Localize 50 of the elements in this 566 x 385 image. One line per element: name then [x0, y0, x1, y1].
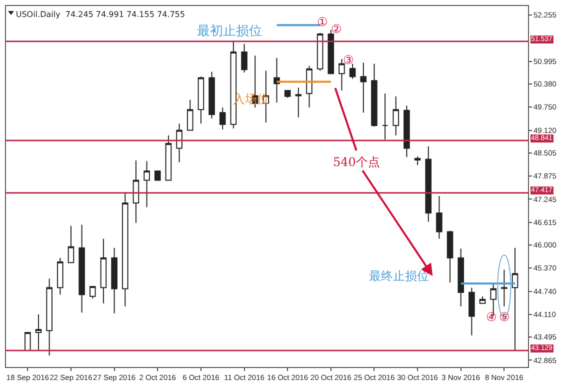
candlestick — [316, 32, 324, 72]
candlestick — [382, 92, 388, 140]
annotation: ⑤ — [499, 310, 510, 324]
candlestick — [219, 106, 226, 130]
candlestick — [425, 146, 432, 222]
candlestick — [176, 123, 182, 163]
candlestick — [468, 287, 475, 336]
candlestick — [144, 160, 150, 208]
candlestick — [198, 76, 204, 124]
candlestick — [89, 286, 96, 300]
candlestick — [122, 192, 128, 307]
annotation: ④ — [486, 310, 497, 324]
candlestick — [100, 238, 107, 304]
candlestick — [154, 170, 161, 181]
candlestick — [24, 332, 31, 351]
candlestick — [241, 43, 248, 74]
candlestick — [132, 160, 140, 224]
candlestick — [371, 63, 378, 128]
candlestick — [111, 247, 118, 314]
text: USOil.Daily 74.245 74.991 74.155 74.755 — [16, 10, 186, 19]
candlestick — [446, 230, 454, 283]
candlestick — [208, 71, 215, 119]
annotation: 最初止损位 — [197, 24, 262, 39]
candlestick — [338, 58, 345, 92]
candlestick — [186, 99, 194, 131]
candlestick — [458, 248, 464, 307]
candlestick — [404, 105, 410, 158]
annotation: 540个点 — [333, 155, 380, 169]
candlestick — [35, 314, 42, 351]
candlestick — [165, 134, 172, 181]
candlestick — [274, 57, 280, 104]
candlestick — [436, 196, 442, 240]
annotation: 最终止损位 — [369, 269, 429, 283]
annotation: ① — [317, 15, 328, 29]
candlestick — [68, 225, 74, 264]
candlestick — [306, 65, 312, 108]
candlestick — [57, 257, 64, 296]
candlestick — [46, 278, 52, 356]
candlestick — [349, 63, 356, 80]
candlestick — [479, 296, 486, 304]
candlestick — [392, 96, 400, 136]
candlestick — [284, 90, 291, 98]
candlestick — [78, 224, 85, 314]
annotation: ③ — [343, 53, 354, 67]
candlestick — [512, 247, 518, 351]
candlestick — [360, 62, 367, 114]
annotation: ② — [331, 22, 342, 36]
candlestick — [295, 87, 302, 118]
candlestick — [501, 269, 508, 307]
candlestick — [414, 156, 421, 166]
